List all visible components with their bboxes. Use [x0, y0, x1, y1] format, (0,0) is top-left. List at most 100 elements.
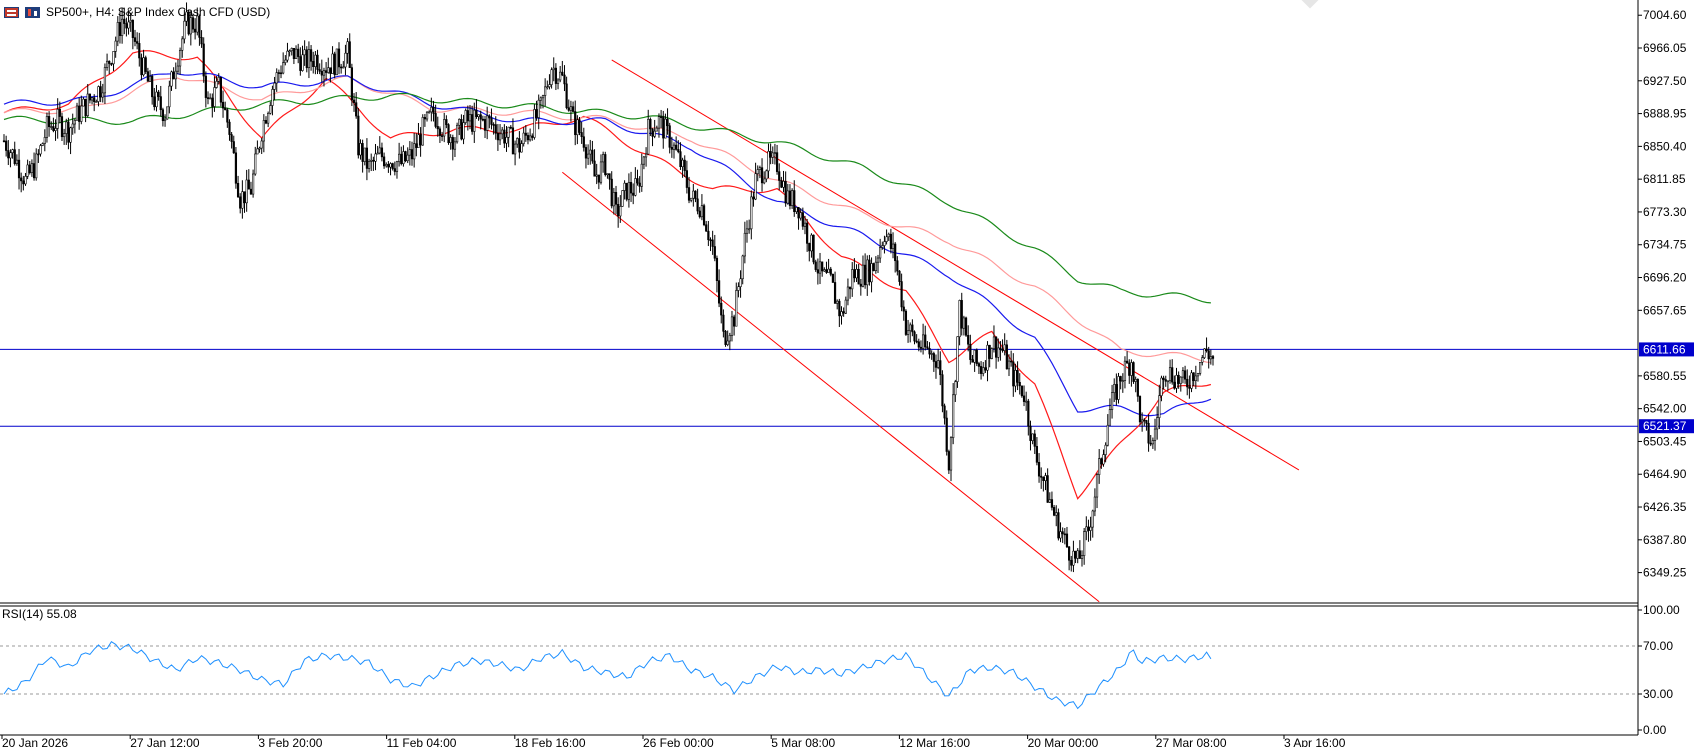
candle-body [823, 269, 826, 272]
candle-body [599, 161, 603, 183]
candle-body [516, 138, 519, 145]
candle-body [960, 300, 963, 329]
candle-body [649, 119, 652, 130]
time-tick-label: 11 Feb 04:00 [387, 736, 457, 747]
trend-channel[interactable] [562, 59, 1300, 603]
candle-body [569, 106, 573, 111]
candle-body [612, 192, 615, 207]
candle-body [664, 118, 667, 139]
candle-body [586, 153, 590, 159]
horizontal-levels[interactable] [0, 348, 1638, 427]
candle-body [829, 268, 832, 275]
candle-body [1162, 377, 1165, 380]
candle-body [194, 28, 197, 33]
candle-body [146, 71, 149, 82]
candle-body [737, 286, 740, 291]
candle-body [1147, 422, 1150, 444]
candle-body [99, 86, 102, 98]
candle-body [610, 178, 613, 207]
candle-body [945, 417, 948, 452]
candle-body [552, 67, 555, 71]
candle-body [754, 173, 757, 200]
candle-body [249, 188, 253, 195]
candle-body [840, 311, 843, 317]
candle-body [801, 212, 804, 227]
candle-body [22, 180, 25, 185]
price-tick-label: 6811.85 [1643, 172, 1686, 186]
candle-body [299, 56, 302, 71]
candle-body [314, 54, 317, 67]
candle-body [992, 336, 996, 349]
candle-body [679, 151, 682, 167]
candle-body [254, 153, 257, 175]
candle-body [788, 190, 792, 206]
candle-body [529, 135, 532, 141]
rsi-tick-label: 70.00 [1643, 639, 1673, 653]
candle-body [726, 340, 729, 345]
candle-body [1042, 477, 1045, 481]
candle-body [157, 91, 160, 97]
candle-body [1031, 433, 1034, 441]
candle-body [694, 190, 697, 200]
candle-body [1085, 526, 1088, 532]
candle-body [370, 159, 373, 162]
candle-body [582, 136, 585, 148]
candle-body [969, 343, 972, 360]
candle-body [713, 246, 716, 259]
candle-body [1091, 510, 1094, 528]
candle-body [78, 105, 81, 122]
candle-body [176, 65, 180, 72]
candle-body [355, 102, 358, 117]
candle-body [539, 97, 542, 101]
candle-body [537, 99, 540, 118]
candle-body [1192, 372, 1195, 382]
chart-menu-icon[interactable] [4, 6, 19, 18]
candle-body [1126, 360, 1129, 364]
candle-body [305, 49, 308, 69]
chart-type-icon[interactable] [25, 6, 40, 18]
candle-body [988, 344, 991, 359]
candle-body [1087, 526, 1090, 531]
candle-body [604, 154, 607, 175]
price-tick-label: 6657.65 [1643, 303, 1687, 317]
candle-body [187, 11, 190, 35]
candle-body [374, 153, 377, 162]
candle-body [685, 170, 688, 188]
candle-body [724, 331, 727, 345]
candle-body [1070, 559, 1073, 566]
candle-body [696, 198, 699, 212]
candle-body [513, 143, 517, 155]
candle-body [382, 156, 386, 167]
candle-body [1063, 533, 1066, 536]
candle-body [127, 21, 130, 29]
candle-body [101, 92, 104, 98]
level-tag-label-lower: 6521.37 [1643, 419, 1687, 433]
candle-body [640, 163, 643, 187]
candle-body [1033, 433, 1036, 447]
candle-body [26, 164, 29, 177]
candle-body [748, 228, 751, 231]
candle-body [962, 317, 965, 329]
candle-body [1143, 419, 1146, 422]
time-tick-label: 3 Apr 16:00 [1284, 736, 1346, 747]
candle-body [406, 154, 409, 162]
candle-body [702, 205, 706, 226]
candle-body [181, 38, 184, 51]
candle-body [982, 367, 985, 374]
candle-body [621, 190, 624, 207]
candle-body [769, 151, 772, 158]
candle-body [526, 135, 530, 141]
candle-body [211, 97, 214, 107]
candle-body [453, 141, 457, 150]
ma-line [3, 50, 1212, 500]
candle-body [952, 394, 955, 439]
candle-body [56, 108, 59, 129]
candle-body [385, 164, 388, 167]
candle-body [496, 132, 500, 141]
candle-body [443, 119, 446, 137]
candle-body [597, 174, 600, 183]
candle-body [219, 76, 222, 103]
candle-body [90, 97, 94, 101]
candle-body [75, 105, 79, 121]
